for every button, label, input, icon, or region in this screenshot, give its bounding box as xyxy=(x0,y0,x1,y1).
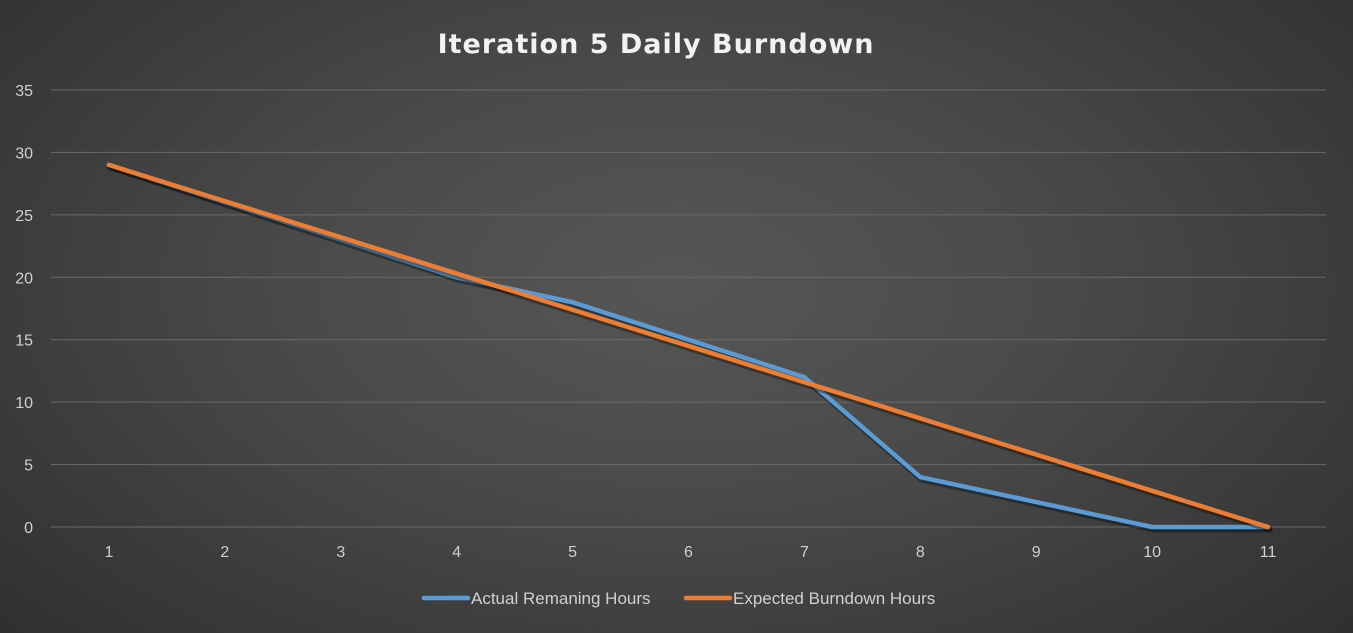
x-tick-label: 6 xyxy=(684,544,693,561)
y-tick-label: 20 xyxy=(15,270,33,287)
y-axis-tick-labels: 0 5 10 15 20 25 30 35 xyxy=(15,83,33,537)
y-tick-label: 5 xyxy=(24,458,33,475)
legend-label-1: Actual Remaning Hours xyxy=(471,589,651,608)
series-line-2 xyxy=(106,162,1271,530)
y-tick-label: 25 xyxy=(15,208,33,225)
x-tick-label: 7 xyxy=(800,544,809,561)
y-tick-label: 15 xyxy=(15,333,33,350)
x-tick-label: 9 xyxy=(1032,544,1041,561)
chart-title: Iteration 5 Daily Burndown xyxy=(438,29,875,60)
legend-label-2: Expected Burndown Hours xyxy=(733,589,935,608)
y-tick-label: 35 xyxy=(15,83,33,100)
legend: Actual Remaning Hours Expected Burndown H… xyxy=(421,589,935,608)
x-tick-label: 4 xyxy=(452,544,461,561)
x-tick-label: 5 xyxy=(568,544,577,561)
x-tick-label: 11 xyxy=(1260,544,1277,561)
y-tick-label: 0 xyxy=(24,520,33,537)
x-tick-label: 3 xyxy=(336,544,345,561)
gridlines xyxy=(51,89,1326,528)
x-axis-tick-labels: 1 2 3 4 5 6 7 8 9 10 11 xyxy=(105,544,1277,561)
x-tick-label: 8 xyxy=(916,544,925,561)
x-tick-label: 2 xyxy=(220,544,229,561)
y-tick-label: 10 xyxy=(15,395,33,412)
x-tick-label: 1 xyxy=(105,544,114,561)
series-lines xyxy=(106,162,1273,533)
x-tick-label: 10 xyxy=(1143,544,1161,561)
y-tick-label: 30 xyxy=(15,145,33,162)
